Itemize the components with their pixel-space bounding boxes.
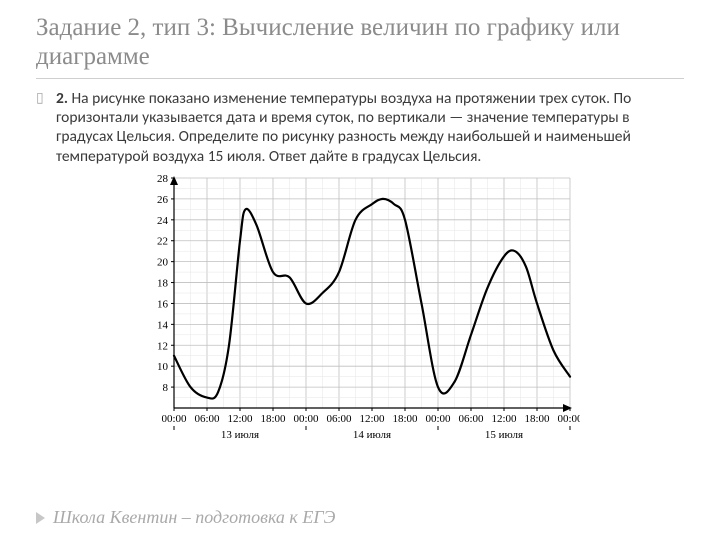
svg-text:8: 8	[163, 382, 169, 394]
svg-text:16: 16	[157, 298, 169, 310]
svg-text:18:00: 18:00	[260, 413, 286, 425]
svg-text:00:00: 00:00	[557, 413, 580, 425]
slide-title: Задание 2, тип 3: Вычисление величин по …	[36, 14, 684, 79]
svg-text:00:00: 00:00	[161, 413, 187, 425]
svg-text:15 июля: 15 июля	[485, 429, 523, 441]
svg-text:14: 14	[157, 319, 169, 331]
svg-text:24: 24	[157, 215, 169, 227]
svg-text:18:00: 18:00	[392, 413, 418, 425]
svg-text:13 июля: 13 июля	[221, 429, 259, 441]
svg-text:12:00: 12:00	[491, 413, 517, 425]
temperature-chart: 8 10 12 14 16 18 20 22 24 26 28 00:00 06:00 12:00 18:0…	[140, 170, 580, 450]
svg-text:20: 20	[157, 257, 169, 269]
svg-text:18:00: 18:00	[524, 413, 550, 425]
problem-body: 2. На рисунке показано изменение темпера…	[56, 89, 684, 167]
problem-number: 2.	[56, 89, 68, 108]
svg-text:12:00: 12:00	[227, 413, 253, 425]
chart-container: 8 10 12 14 16 18 20 22 24 26 28 00:00 06:00 12:00 18:0…	[36, 170, 684, 450]
footer: Школа Квентин – подготовка к ЕГЭ	[36, 507, 335, 528]
play-icon	[36, 512, 45, 524]
svg-text:06:00: 06:00	[326, 413, 352, 425]
svg-text:10: 10	[157, 361, 169, 373]
svg-text:22: 22	[157, 236, 168, 248]
svg-text:12: 12	[157, 340, 168, 352]
svg-text:06:00: 06:00	[194, 413, 220, 425]
svg-text:12:00: 12:00	[359, 413, 385, 425]
svg-text:06:00: 06:00	[458, 413, 484, 425]
problem-rest: На рисунке показано изменение температур…	[56, 89, 631, 166]
svg-text:26: 26	[157, 194, 169, 206]
bullet-icon: ▯	[36, 89, 46, 167]
svg-text:18: 18	[157, 278, 169, 290]
svg-text:28: 28	[157, 173, 169, 185]
problem-text: ▯ 2. На рисунке показано изменение темпе…	[36, 89, 684, 167]
svg-text:14 июля: 14 июля	[353, 429, 391, 441]
svg-text:00:00: 00:00	[425, 413, 451, 425]
svg-text:00:00: 00:00	[293, 413, 319, 425]
footer-text: Школа Квентин – подготовка к ЕГЭ	[53, 507, 335, 528]
